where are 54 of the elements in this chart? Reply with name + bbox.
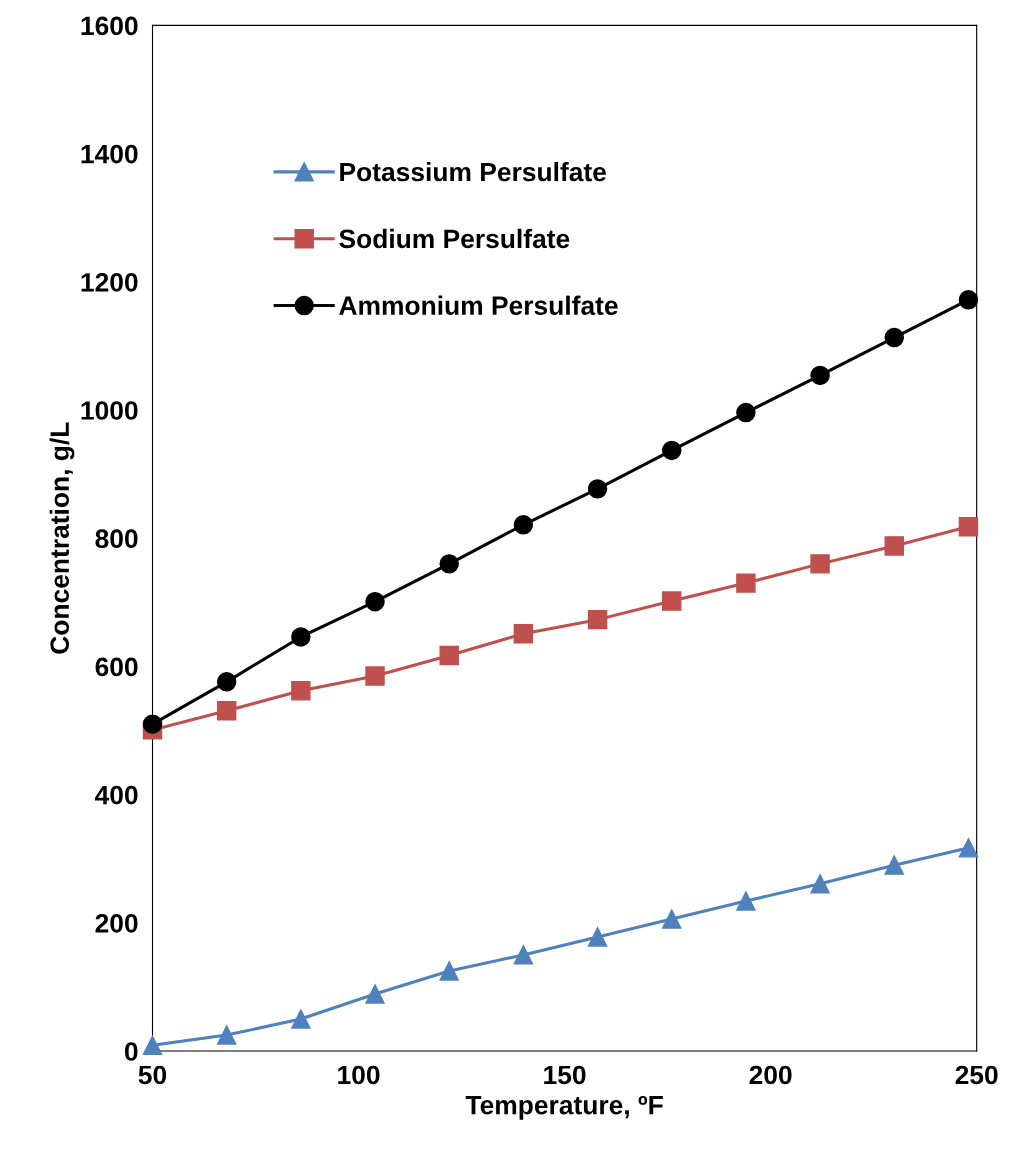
- point: [662, 440, 682, 461]
- y-tick-label: 1000: [81, 401, 138, 420]
- y-axis-title: Concentration, g/L: [49, 422, 75, 654]
- point: [810, 554, 830, 574]
- y-tick-label: 800: [95, 529, 138, 549]
- x-tick-label: 150: [544, 1065, 586, 1085]
- point: [587, 479, 608, 499]
- point: [439, 554, 459, 574]
- point: [142, 714, 163, 734]
- point: [365, 591, 385, 612]
- point: [291, 681, 311, 701]
- point: [513, 624, 534, 644]
- y-tick-label: 1200: [81, 272, 138, 292]
- legend-label: Potassium Persulfate: [340, 161, 606, 182]
- point: [216, 672, 237, 692]
- legend-label: Sodium Persulfate: [339, 228, 570, 249]
- x-tick-label: 250: [955, 1065, 998, 1085]
- point: [662, 591, 682, 611]
- x-tick-label: 50: [138, 1065, 167, 1085]
- legend-label: Ammonium Persulfate: [339, 295, 618, 316]
- point: [365, 666, 385, 686]
- x-axis-title: Temperature, ºF: [465, 1095, 663, 1120]
- point: [810, 365, 830, 386]
- point: [884, 536, 904, 556]
- y-tick-label: 0: [124, 1042, 138, 1061]
- point: [142, 1035, 163, 1056]
- point: [662, 909, 682, 929]
- point: [884, 327, 904, 348]
- point: [291, 1009, 311, 1029]
- point: [513, 515, 534, 535]
- x-tick-label: 200: [749, 1065, 792, 1085]
- y-tick-label: 600: [95, 657, 138, 677]
- point: [587, 609, 608, 630]
- y-tick-label: 1400: [81, 144, 138, 164]
- point: [958, 516, 979, 537]
- point: [736, 402, 756, 423]
- point: [810, 874, 830, 894]
- point: [216, 700, 237, 721]
- point: [513, 945, 534, 965]
- point: [958, 290, 979, 310]
- point: [884, 855, 904, 875]
- point: [958, 838, 979, 858]
- point: [216, 1025, 237, 1045]
- y-tick-label: 200: [95, 913, 138, 933]
- y-tick-label: 400: [95, 785, 138, 805]
- point: [587, 927, 608, 947]
- point: [736, 573, 756, 593]
- point: [365, 984, 385, 1004]
- point: [439, 961, 459, 981]
- x-tick-label: 100: [338, 1065, 380, 1085]
- point: [439, 645, 459, 666]
- y-tick-label: 1600: [81, 16, 138, 36]
- point: [736, 891, 756, 911]
- point: [291, 627, 311, 647]
